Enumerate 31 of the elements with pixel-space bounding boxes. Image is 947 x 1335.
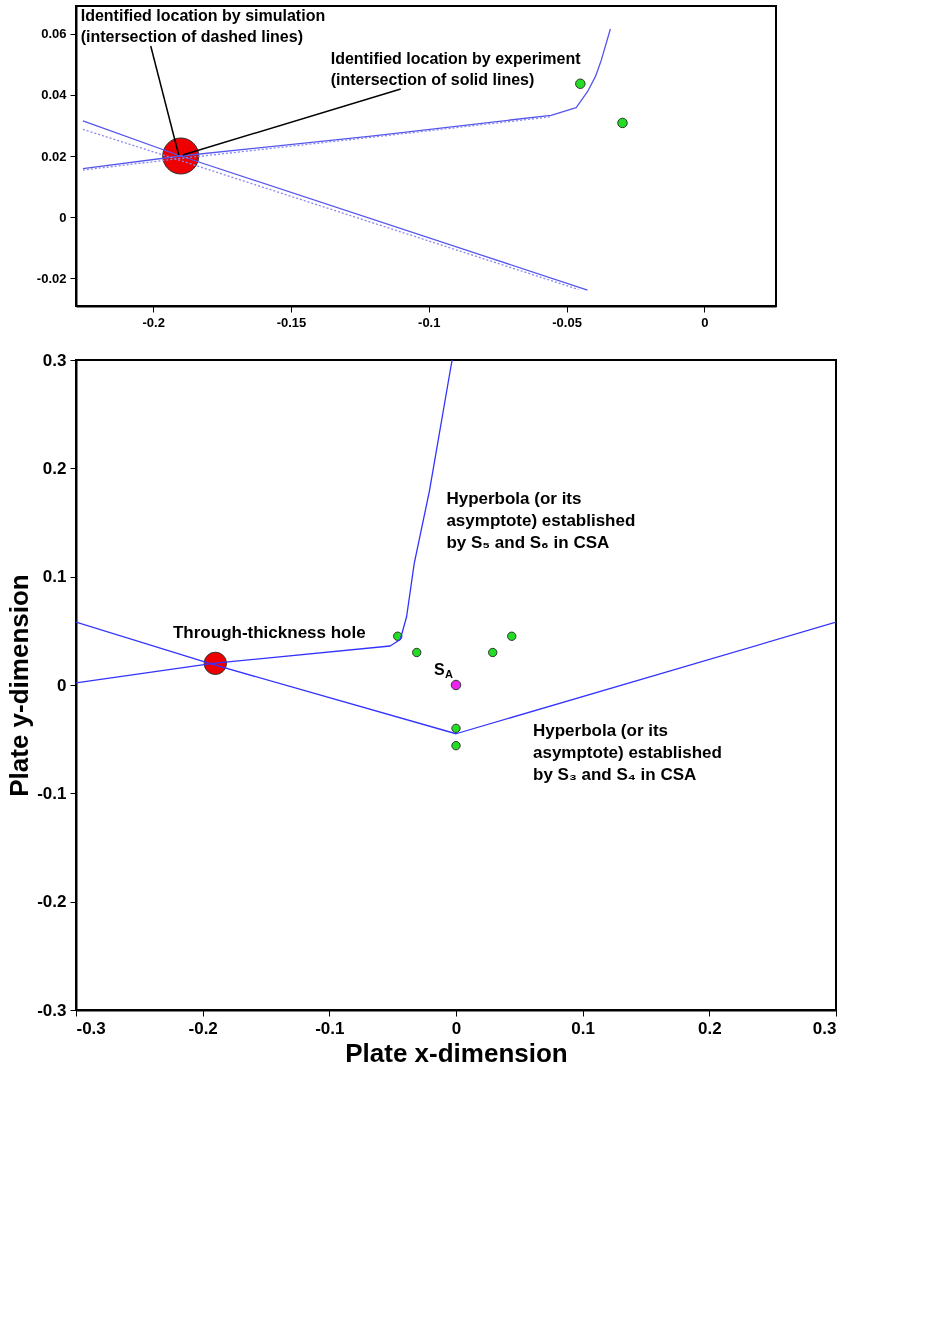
y-tick-label: 0.02 <box>41 148 67 164</box>
annotation: Through-thickness hole <box>172 623 366 643</box>
x-tick-label: 0 <box>451 1018 462 1038</box>
annotation: Identified location by experiment (intersection of solid lines) <box>330 50 582 88</box>
x-tick-label: -0.3 <box>76 1018 106 1038</box>
annotation: Hyperbola (or its asymptote) established by S₃ and S₄ in CSA <box>533 721 722 785</box>
x-tick-label: -0.1 <box>315 1018 345 1038</box>
y-tick-label: -0.1 <box>37 783 67 803</box>
y-axis-title: Plate y-dimension <box>4 574 35 797</box>
x-tick-label: -0.15 <box>276 314 307 330</box>
annotation: Hyperbola (or its asymptote) established by S₅ and S₆ in CSA <box>446 489 636 553</box>
x-tick-label: -0.2 <box>142 314 165 330</box>
y-tick-label: 0 <box>59 209 67 225</box>
y-tick-label: -0.3 <box>37 1000 67 1020</box>
x-tick-label: -0.05 <box>552 314 582 330</box>
annotation: Identified location by simulation (intersection of dashed lines) <box>80 7 326 45</box>
x-tick-label: -0.2 <box>188 1018 218 1038</box>
y-tick-label: 0 <box>57 675 67 695</box>
y-tick-label: -0.2 <box>37 892 67 912</box>
y-tick-label: -0.02 <box>36 270 67 286</box>
y-tick-label: 0.1 <box>42 567 67 587</box>
x-tick-label: 0.3 <box>812 1018 837 1038</box>
y-tick-label: 0.2 <box>42 458 67 478</box>
x-axis-title: Plate x-dimension <box>345 1037 568 1068</box>
y-tick-label: 0.04 <box>41 87 68 103</box>
x-tick-label: 0.2 <box>698 1018 722 1038</box>
x-tick-label: 0 <box>701 314 709 330</box>
x-tick-label: -0.1 <box>418 314 441 330</box>
y-tick-label: 0.3 <box>42 350 67 370</box>
x-tick-label: 0.1 <box>571 1018 595 1038</box>
y-tick-label: 0.06 <box>41 26 67 42</box>
